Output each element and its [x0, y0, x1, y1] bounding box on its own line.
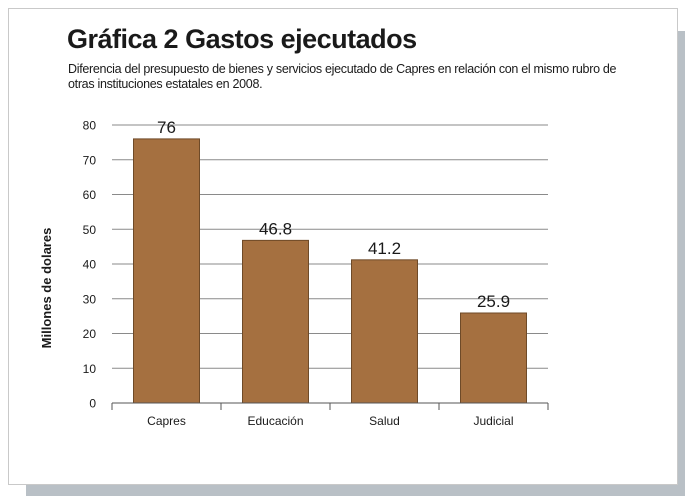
value-label: 25.9 [477, 292, 510, 311]
x-tick-label: Salud [369, 414, 400, 428]
x-tick-label: Educación [247, 414, 303, 428]
y-tick-label: 0 [89, 397, 96, 411]
y-tick-label: 80 [83, 119, 97, 133]
y-tick-label: 30 [83, 292, 97, 306]
y-axis-label: Millones de dolares [39, 228, 54, 349]
x-axis: Capres Educación Salud Judicial [111, 402, 549, 428]
bar-judicial [460, 312, 527, 404]
value-label: 76 [157, 118, 176, 137]
bar-salud [351, 259, 418, 404]
y-tick-label: 40 [83, 258, 97, 272]
value-labels: 76 46.8 41.2 25.9 [157, 118, 510, 311]
y-tick-label: 70 [83, 153, 97, 167]
x-tick-label: Judicial [473, 414, 513, 428]
value-label: 41.2 [368, 239, 401, 258]
value-label: 46.8 [259, 219, 292, 238]
bar-educación [242, 239, 309, 404]
y-tick-label: 60 [83, 188, 97, 202]
bar-capres [133, 138, 200, 404]
bars [133, 138, 527, 404]
chart-subtitle: Diferencia del presupuesto de bienes y s… [68, 62, 617, 91]
y-tick-label: 20 [83, 327, 97, 341]
y-tick-label: 50 [83, 223, 97, 237]
chart-title: Gráfica 2 Gastos ejecutados [67, 24, 417, 54]
chart-card [8, 8, 678, 485]
y-axis-ticks: 0 10 20 30 40 50 60 70 80 [83, 119, 97, 411]
x-tick-label: Capres [147, 414, 186, 428]
y-tick-label: 10 [83, 362, 97, 376]
